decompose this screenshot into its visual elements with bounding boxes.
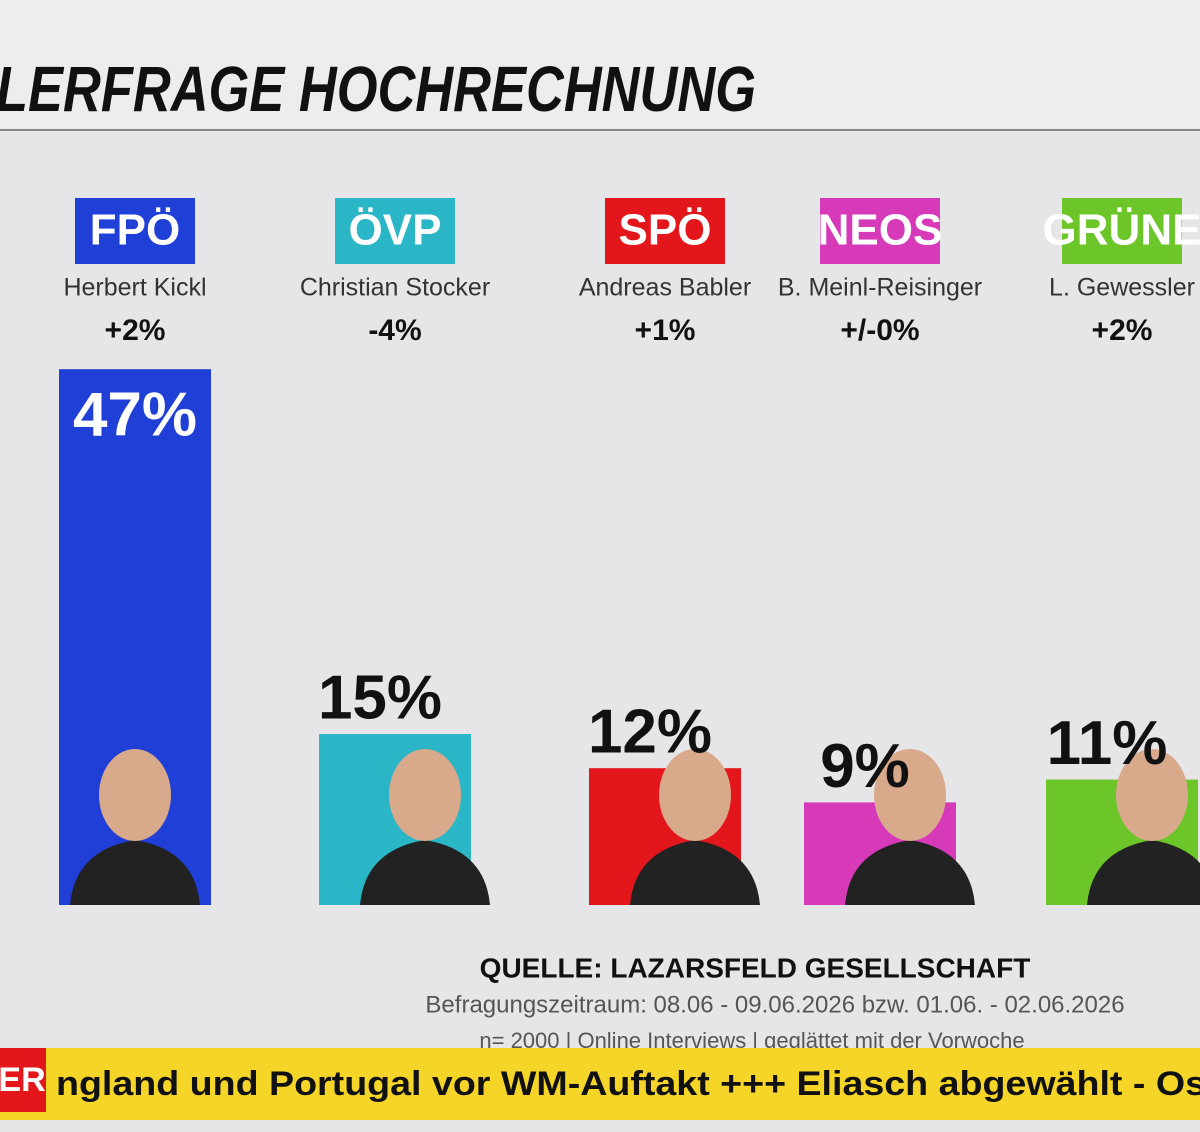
party-badge bbox=[820, 198, 940, 264]
party-name: GRÜNE bbox=[1043, 206, 1200, 255]
change-label: +2% bbox=[1092, 314, 1153, 347]
portrait bbox=[70, 749, 200, 905]
party-badge bbox=[605, 198, 725, 264]
portrait bbox=[1087, 749, 1200, 905]
portrait bbox=[360, 749, 490, 905]
party-badge bbox=[335, 198, 455, 264]
change-label: +/-0% bbox=[840, 314, 919, 347]
portrait-body bbox=[70, 840, 200, 905]
ticker-badge: ER bbox=[0, 1061, 46, 1099]
party-badge bbox=[1062, 198, 1182, 264]
candidate-name: Herbert Kickl bbox=[63, 274, 206, 302]
value-label: 47% bbox=[73, 381, 197, 450]
change-label: +1% bbox=[635, 314, 696, 347]
chart-title: LERFRAGE HOCHRECHNUNG bbox=[0, 53, 756, 125]
party-name: FPÖ bbox=[90, 206, 180, 255]
plot: FPÖ Herbert Kickl +2% 47% ÖVP Christian Stock… bbox=[59, 198, 1200, 905]
portrait-head bbox=[389, 749, 461, 841]
value-label: 11% bbox=[1047, 709, 1168, 778]
portrait-body bbox=[1087, 840, 1200, 905]
candidate-name: L. Gewessler bbox=[1049, 274, 1195, 302]
period: Befragungszeitraum: 08.06 - 09.06.2026 b… bbox=[425, 991, 1124, 1018]
portrait-head bbox=[1116, 749, 1188, 841]
portrait-head bbox=[659, 749, 731, 841]
value-label: 12% bbox=[588, 698, 712, 767]
ticker-badge-bg bbox=[0, 1048, 46, 1112]
value-label: 9% bbox=[820, 732, 910, 801]
candidate-name: Christian Stocker bbox=[300, 274, 490, 302]
candidate-name: Andreas Babler bbox=[579, 274, 751, 302]
ticker-band bbox=[0, 1048, 1200, 1120]
party-name: ÖVP bbox=[349, 206, 442, 255]
portrait bbox=[845, 749, 975, 905]
change-label: -4% bbox=[368, 314, 421, 347]
value-label: 15% bbox=[318, 663, 442, 732]
portrait-body bbox=[845, 840, 975, 905]
candidate-name: B. Meinl-Reisinger bbox=[778, 274, 982, 302]
portrait-body bbox=[360, 840, 490, 905]
party-name: NEOS bbox=[818, 206, 943, 255]
title-band bbox=[0, 0, 1200, 130]
portrait-head bbox=[99, 749, 171, 841]
party-badge bbox=[75, 198, 195, 264]
portrait-body bbox=[630, 840, 760, 905]
portrait bbox=[630, 749, 760, 905]
ticker-text: ngland und Portugal vor WM-Auftakt +++ E… bbox=[56, 1065, 1200, 1103]
source: QUELLE: LAZARSFELD GESELLSCHAFT bbox=[480, 952, 1031, 983]
party-name: SPÖ bbox=[619, 206, 712, 255]
change-label: +2% bbox=[105, 314, 166, 347]
portrait-head bbox=[874, 749, 946, 841]
